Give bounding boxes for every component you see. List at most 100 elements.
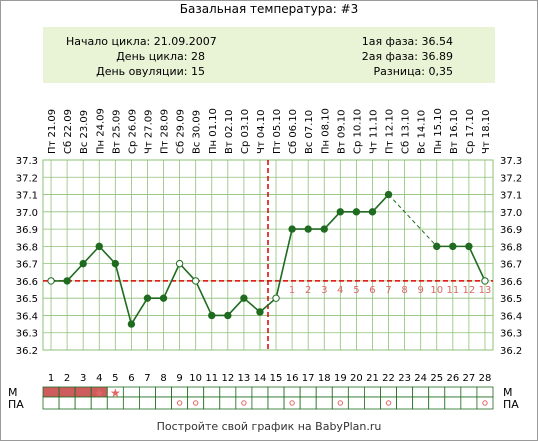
data-point	[79, 259, 87, 268]
y-tick-label-right: 36.4	[500, 311, 522, 322]
footer-link[interactable]: Постройте свой график на BabyPlan.ru	[156, 420, 382, 433]
x-day-label: 18	[318, 373, 331, 384]
y-tick-label-left: 36.6	[16, 277, 38, 288]
pa-cell	[331, 396, 349, 410]
pa-cell	[203, 396, 221, 410]
pa-cell	[267, 396, 285, 410]
menses-cell	[331, 386, 349, 398]
x-date-label: Сб 06.10	[288, 109, 299, 154]
x-date-label: Пт 05.10	[272, 109, 283, 154]
pa-cell	[364, 396, 381, 410]
data-point	[95, 242, 103, 251]
y-tick-label-left: 36.8	[16, 242, 38, 253]
data-point	[240, 294, 248, 302]
y-tick-label-right: 36.3	[500, 329, 522, 340]
y-tick-label-right: 36.2	[500, 346, 522, 357]
series-segment	[114, 263, 133, 325]
x-day-label: 3	[80, 373, 86, 384]
menses-cell	[347, 386, 365, 398]
data-point	[224, 311, 232, 320]
x-date-label: Вс 14.10	[417, 110, 428, 154]
menses-cell	[219, 386, 237, 398]
phase-day-number: 11	[446, 285, 459, 296]
y-tick-label-right: 36.7	[500, 260, 522, 271]
x-day-label: 1	[48, 373, 54, 384]
x-day-label: 27	[463, 373, 476, 384]
y-tick-label-left: 36.2	[16, 346, 38, 357]
x-day-label: 13	[238, 373, 251, 384]
x-day-label: 9	[176, 373, 182, 384]
phase-day-number: 6	[369, 285, 375, 296]
data-point	[465, 242, 473, 251]
menses-cell	[74, 386, 92, 398]
menses-cell	[187, 386, 205, 398]
pa-cell	[42, 396, 60, 410]
series-segment	[130, 297, 149, 325]
y-tick-label-left: 37.3	[16, 156, 38, 167]
x-day-label: 7	[144, 373, 150, 384]
y-tick-label-right: 36.8	[500, 242, 522, 253]
menses-cell	[171, 386, 189, 398]
x-day-label: 15	[270, 373, 283, 384]
pa-cell	[347, 396, 365, 410]
series-segment	[227, 297, 245, 316]
series-segment	[194, 280, 213, 316]
x-day-label: 20	[350, 373, 363, 384]
row-label-m-right: М	[503, 386, 513, 399]
phase-day-number: 9	[417, 285, 423, 296]
menses-cell	[396, 386, 414, 398]
phase-day-number: 7	[385, 285, 391, 296]
data-point	[191, 277, 200, 285]
phase-day-number: 4	[337, 285, 343, 296]
x-date-label: Пн 15.10	[433, 108, 444, 154]
y-tick-label-left: 36.3	[16, 329, 38, 340]
x-date-label: Ср 10.10	[352, 109, 363, 154]
pa-cell	[315, 396, 333, 410]
pa-marker	[176, 400, 183, 406]
pa-cell	[74, 396, 92, 410]
series-segment	[468, 246, 486, 282]
x-date-label: Пт 28.09	[160, 109, 171, 154]
x-date-label: Сб 29.09	[176, 109, 187, 154]
menses-cell	[283, 386, 301, 398]
cycle-day: День цикла: 28	[116, 50, 205, 63]
pa-cell	[428, 396, 446, 410]
pa-marker	[289, 400, 295, 406]
pa-cell	[155, 396, 172, 410]
menses-cell	[251, 386, 269, 398]
menses-cell	[364, 386, 381, 398]
phase1: 1ая фаза: 36.54	[361, 35, 453, 48]
y-tick-label-right: 36.5	[500, 294, 522, 305]
menses-star-marker: ★	[94, 386, 105, 400]
y-tick-label-right: 37.0	[500, 208, 522, 219]
y-tick-label-left: 36.4	[16, 311, 38, 322]
y-tick-label-left: 36.7	[16, 260, 38, 271]
x-day-label: 10	[189, 373, 202, 384]
pa-marker	[385, 400, 392, 406]
data-point	[384, 190, 393, 199]
pa-marker	[482, 400, 488, 406]
y-tick-label-left: 37.2	[16, 173, 38, 184]
summary-panel: Начало цикла: 21.09.2007 День цикла: 28 …	[43, 27, 495, 83]
series-gap-segment	[388, 194, 438, 247]
x-date-label: Пт 12.10	[385, 109, 396, 154]
x-day-label: 12	[221, 373, 234, 384]
data-point	[449, 242, 457, 251]
x-day-label: 24	[414, 373, 427, 384]
menses-cell	[267, 386, 285, 398]
x-day-label: 25	[430, 373, 443, 384]
menses-cell	[42, 386, 60, 398]
data-point	[272, 294, 280, 302]
data-point	[352, 208, 361, 216]
x-day-label: 6	[128, 373, 134, 384]
phase2: 2ая фаза: 36.89	[361, 50, 453, 63]
phase-day-number: 10	[430, 285, 443, 296]
series-segment	[162, 263, 181, 299]
x-date-label: Пн 24.09	[95, 108, 106, 154]
pa-cell	[58, 396, 76, 410]
pa-cell	[412, 396, 430, 410]
pa-cell	[251, 396, 269, 410]
pa-cell	[171, 396, 189, 410]
data-point	[288, 225, 296, 233]
pa-cell	[122, 396, 140, 410]
